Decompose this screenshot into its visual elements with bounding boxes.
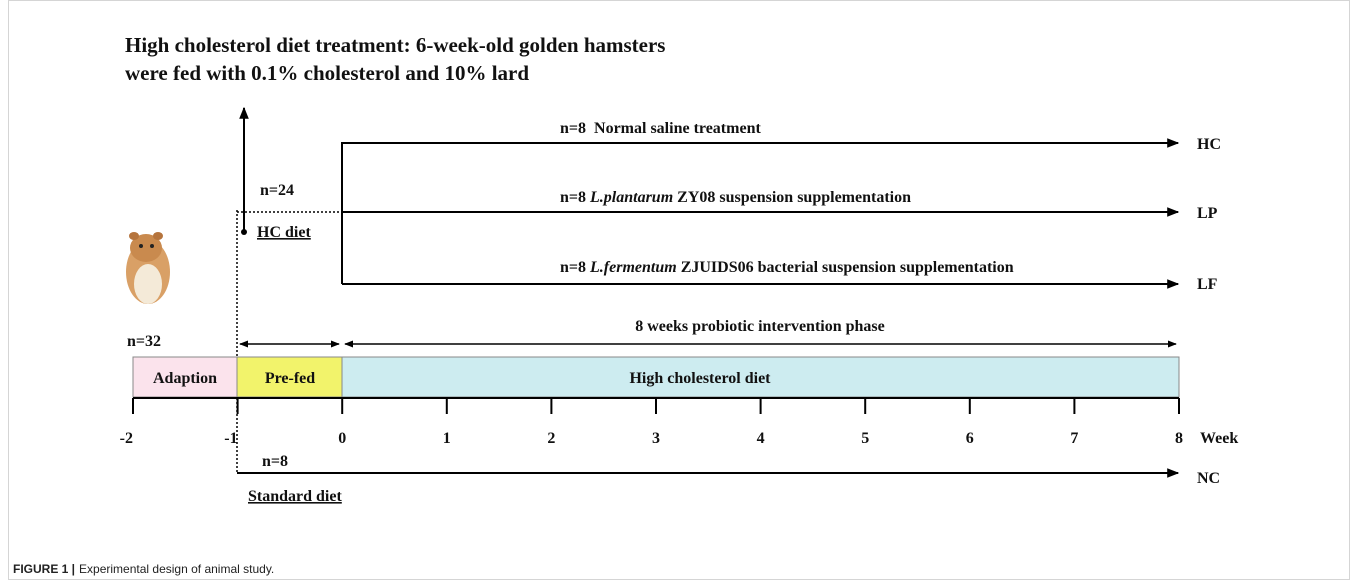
treatment: Normal saline treatment [594,120,761,137]
timeline-tick-label: 1 [443,430,451,447]
intervention-label: 8 weeks probiotic intervention phase [635,318,884,335]
group-code: NC [1197,470,1220,487]
phase-label: Pre-fed [265,370,315,387]
timeline-tick-label: -1 [224,430,237,447]
phase-label: High cholesterol diet [629,370,771,387]
figure: High cholesterol diet treatment: 6-week-… [0,0,1358,581]
title-line: High cholesterol diet treatment: 6-week-… [125,33,665,57]
species: L.plantarum [589,189,673,206]
timeline-tick-label: -2 [120,430,133,447]
group-size: n=8 [262,453,288,470]
group-size: n=32 [127,333,161,350]
timeline-unit: Week [1200,430,1238,447]
timeline-tick-label: 4 [757,430,765,447]
caption-label: FIGURE 1 | [13,562,75,576]
group-size: n=8 [560,259,586,276]
phase-label: Adaption [153,370,217,387]
species: L.fermentum [589,259,677,276]
timeline-tick-label: 7 [1070,430,1078,447]
timeline-tick-label: 0 [338,430,346,447]
dot [241,229,247,235]
timeline-tick-label: 8 [1175,430,1183,447]
branch-label: n=8 Normal saline treatment [560,120,761,137]
timeline-tick-label: 3 [652,430,660,447]
timeline-tick-label: 6 [966,430,974,447]
diet-label: Standard diet [248,488,342,505]
group-size: n=24 [260,182,294,199]
title-line: were fed with 0.1% cholesterol and 10% l… [125,61,529,85]
caption: FIGURE 1 | Experimental design of animal … [13,562,274,576]
treatment: ZY08 suspension supplementation [677,189,911,206]
hamster-icon [126,232,170,304]
treatment: ZJUIDS06 bacterial suspension supplement… [681,259,1014,276]
timeline-tick-label: 5 [861,430,869,447]
diet-label: HC diet [257,224,311,241]
frame [9,1,1350,580]
group-code: LP [1197,205,1218,222]
group-size: n=8 [560,120,586,137]
timeline-tick-label: 2 [547,430,555,447]
group-size: n=8 [560,189,586,206]
group-code: HC [1197,136,1221,153]
caption-text: Experimental design of animal study. [79,562,274,576]
group-code: LF [1197,276,1218,293]
